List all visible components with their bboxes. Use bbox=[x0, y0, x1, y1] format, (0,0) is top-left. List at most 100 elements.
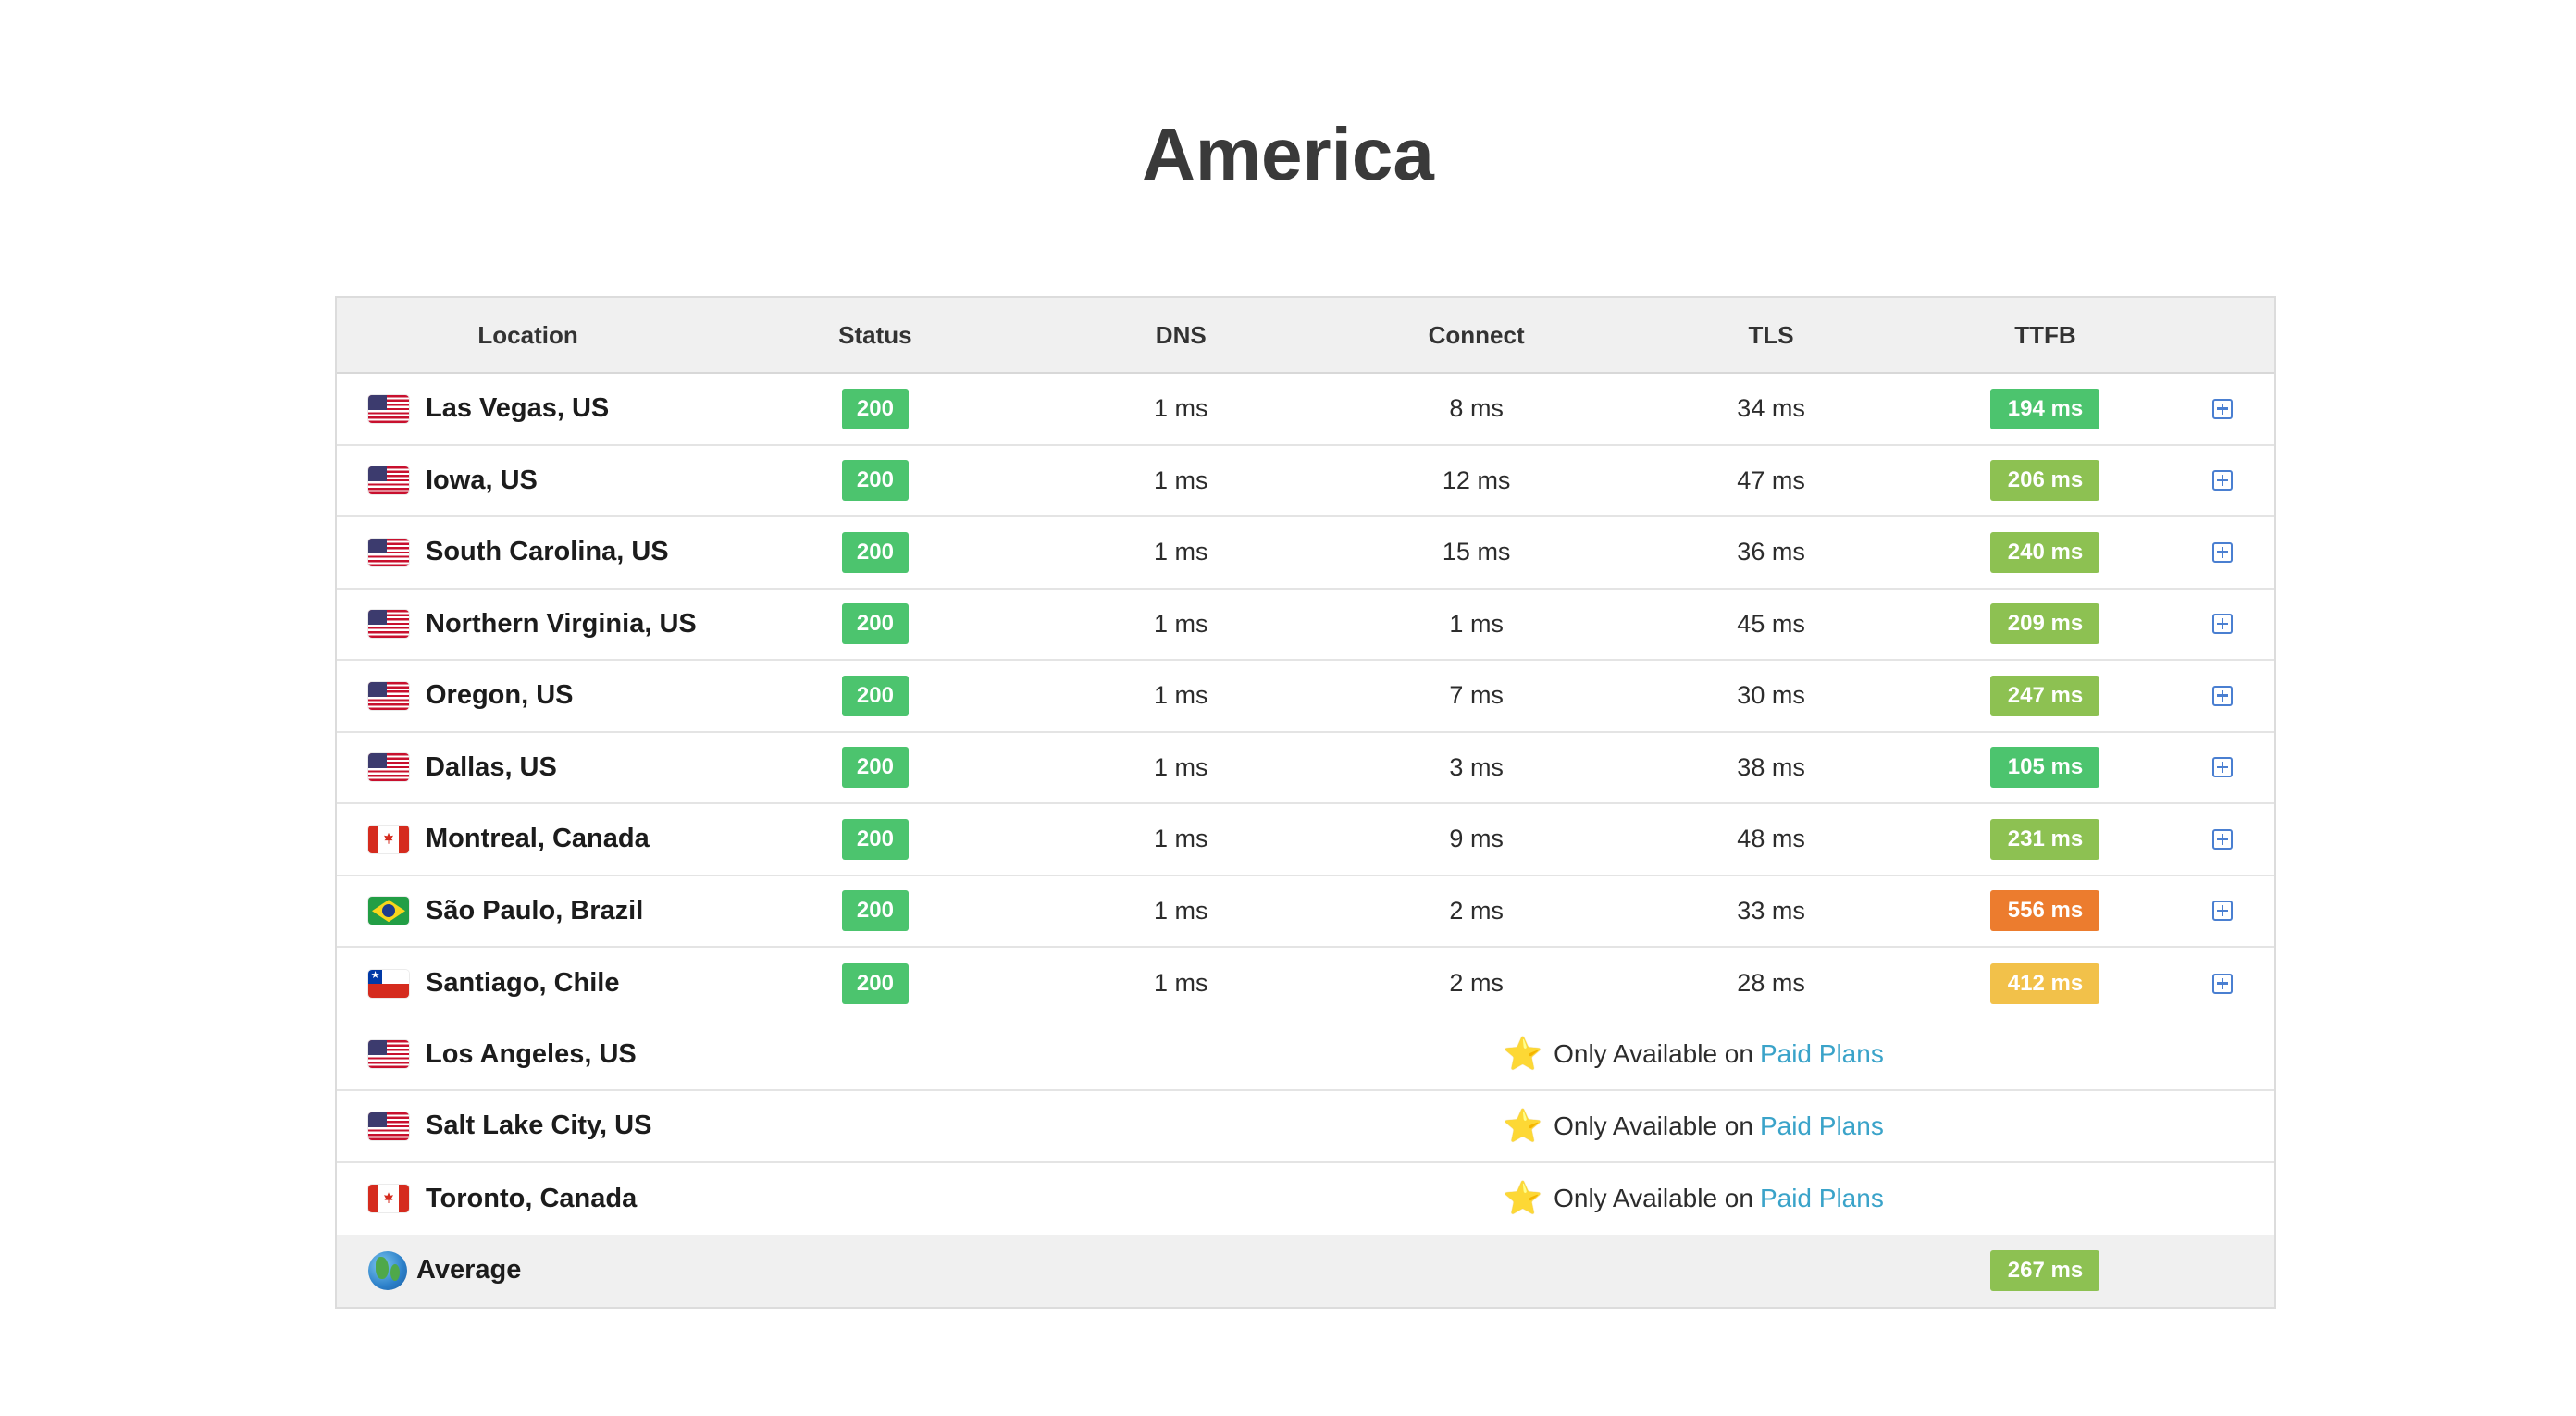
star-icon: ⭐ bbox=[1503, 1181, 1543, 1217]
connect-value: 3 ms bbox=[1449, 752, 1504, 781]
expand-cell bbox=[2171, 685, 2274, 706]
average-location-cell: Average bbox=[337, 1250, 719, 1290]
ttfb-cell: 231 ms bbox=[1920, 818, 2171, 860]
tls-value: 30 ms bbox=[1737, 681, 1805, 710]
location-cell: Montreal, Canada bbox=[337, 824, 719, 854]
expand-plus-icon[interactable] bbox=[2212, 901, 2234, 922]
us-flag-icon bbox=[368, 610, 409, 639]
expand-cell bbox=[2171, 470, 2274, 491]
ttfb-cell: 247 ms bbox=[1920, 675, 2171, 716]
expand-cell bbox=[2171, 973, 2274, 994]
status-cell: 200 bbox=[719, 818, 1031, 860]
us-flag-icon bbox=[368, 1112, 409, 1140]
ttfb-cell: 105 ms bbox=[1920, 747, 2171, 789]
expand-plus-icon[interactable] bbox=[2212, 828, 2234, 850]
table-row: Iowa, US 200 1 ms 12 ms 47 ms 206 ms bbox=[337, 445, 2274, 517]
connect-value: 1 ms bbox=[1449, 609, 1504, 638]
location-name: Las Vegas, US bbox=[426, 393, 610, 424]
location-cell: Toronto, Canada bbox=[337, 1184, 719, 1214]
brazil-flag-icon bbox=[368, 897, 409, 925]
connect-value: 2 ms bbox=[1449, 969, 1504, 998]
connect-value: 12 ms bbox=[1442, 466, 1511, 494]
location-name: Oregon, US bbox=[426, 680, 574, 711]
expand-cell bbox=[2171, 757, 2274, 778]
location-cell: Iowa, US bbox=[337, 466, 719, 496]
dns-value: 1 ms bbox=[1154, 466, 1208, 494]
location-name: Salt Lake City, US bbox=[426, 1111, 652, 1141]
tls-value: 34 ms bbox=[1737, 394, 1805, 423]
status-badge: 200 bbox=[841, 747, 909, 789]
header-status: Status bbox=[838, 320, 912, 349]
tls-value: 48 ms bbox=[1737, 825, 1805, 853]
status-badge: 200 bbox=[841, 818, 909, 860]
ttfb-badge: 412 ms bbox=[1990, 963, 2100, 1004]
status-cell: 200 bbox=[719, 747, 1031, 789]
status-badge: 200 bbox=[841, 963, 909, 1004]
ttfb-badge: 556 ms bbox=[1990, 890, 2100, 932]
tls-value: 45 ms bbox=[1737, 609, 1805, 638]
canada-flag-icon bbox=[368, 1185, 409, 1213]
tls-value: 36 ms bbox=[1737, 538, 1805, 566]
location-name: Toronto, Canada bbox=[426, 1183, 638, 1213]
location-cell: Northern Virginia, US bbox=[337, 609, 719, 640]
expand-plus-icon[interactable] bbox=[2212, 973, 2234, 994]
paid-notice-text: Only Available on bbox=[1554, 1184, 1753, 1213]
location-name: Northern Virginia, US bbox=[426, 608, 697, 639]
table-row: Las Vegas, US 200 1 ms 8 ms 34 ms 194 ms bbox=[337, 374, 2274, 446]
dns-value: 1 ms bbox=[1154, 609, 1208, 638]
ttfb-cell: 412 ms bbox=[1920, 963, 2171, 1004]
expand-plus-icon[interactable] bbox=[2212, 470, 2234, 491]
location-name: Dallas, US bbox=[426, 751, 557, 782]
expand-plus-icon[interactable] bbox=[2212, 685, 2234, 706]
ttfb-badge: 206 ms bbox=[1990, 460, 2100, 502]
paid-plans-link[interactable]: Paid Plans bbox=[1759, 1111, 1884, 1140]
average-ttfb-badge: 267 ms bbox=[1990, 1249, 2100, 1291]
table-row: Santiago, Chile 200 1 ms 2 ms 28 ms 412 ms bbox=[337, 948, 2274, 1020]
paid-plan-notice: ⭐ Only Available on Paid Plans bbox=[719, 1111, 2172, 1142]
table-row: South Carolina, US 200 1 ms 15 ms 36 ms 240 m… bbox=[337, 517, 2274, 590]
dns-value: 1 ms bbox=[1154, 681, 1208, 710]
dns-value: 1 ms bbox=[1154, 896, 1208, 925]
paid-plans-link[interactable]: Paid Plans bbox=[1759, 1039, 1884, 1069]
location-cell: São Paulo, Brazil bbox=[337, 896, 719, 926]
paid-notice-text: Only Available on bbox=[1554, 1039, 1753, 1069]
ttfb-cell: 240 ms bbox=[1920, 531, 2171, 573]
ttfb-cell: 209 ms bbox=[1920, 603, 2171, 645]
ttfb-badge: 105 ms bbox=[1990, 747, 2100, 789]
expand-plus-icon[interactable] bbox=[2212, 757, 2234, 778]
header-dns: DNS bbox=[1155, 320, 1207, 349]
locked-row: Los Angeles, US ⭐ Only Available on Paid Pl… bbox=[337, 1019, 2274, 1091]
expand-cell bbox=[2171, 828, 2274, 850]
status-badge: 200 bbox=[841, 388, 909, 429]
expand-plus-icon[interactable] bbox=[2212, 614, 2234, 635]
location-cell: Salt Lake City, US bbox=[337, 1111, 719, 1141]
ttfb-badge: 247 ms bbox=[1990, 675, 2100, 716]
connect-value: 7 ms bbox=[1449, 681, 1504, 710]
table-row: Oregon, US 200 1 ms 7 ms 30 ms 247 ms bbox=[337, 661, 2274, 733]
tls-value: 28 ms bbox=[1737, 969, 1805, 998]
ttfb-badge: 240 ms bbox=[1990, 531, 2100, 573]
dns-value: 1 ms bbox=[1154, 825, 1208, 853]
canada-flag-icon bbox=[368, 825, 409, 853]
us-flag-icon bbox=[368, 1040, 409, 1069]
location-cell: Las Vegas, US bbox=[337, 393, 719, 424]
table-row: Dallas, US 200 1 ms 3 ms 38 ms 105 ms bbox=[337, 732, 2274, 804]
paid-plan-notice: ⭐ Only Available on Paid Plans bbox=[719, 1183, 2172, 1214]
status-badge: 200 bbox=[841, 890, 909, 932]
tls-value: 33 ms bbox=[1737, 896, 1805, 925]
status-cell: 200 bbox=[719, 675, 1031, 716]
us-flag-icon bbox=[368, 538, 409, 566]
us-flag-icon bbox=[368, 466, 409, 495]
status-cell: 200 bbox=[719, 531, 1031, 573]
status-badge: 200 bbox=[841, 460, 909, 502]
table-header: Location Status DNS Connect TLS TTFB bbox=[337, 298, 2274, 374]
table-row: São Paulo, Brazil 200 1 ms 2 ms 33 ms 556 ms bbox=[337, 876, 2274, 948]
expand-plus-icon[interactable] bbox=[2212, 398, 2234, 419]
paid-notice-text: Only Available on bbox=[1554, 1111, 1753, 1140]
status-badge: 200 bbox=[841, 531, 909, 573]
connect-value: 8 ms bbox=[1449, 394, 1504, 423]
locked-row: Toronto, Canada ⭐ Only Available on Paid Pl… bbox=[337, 1162, 2274, 1235]
expand-plus-icon[interactable] bbox=[2212, 541, 2234, 563]
paid-plans-link[interactable]: Paid Plans bbox=[1759, 1184, 1884, 1213]
average-row: Average 267 ms bbox=[337, 1235, 2274, 1307]
